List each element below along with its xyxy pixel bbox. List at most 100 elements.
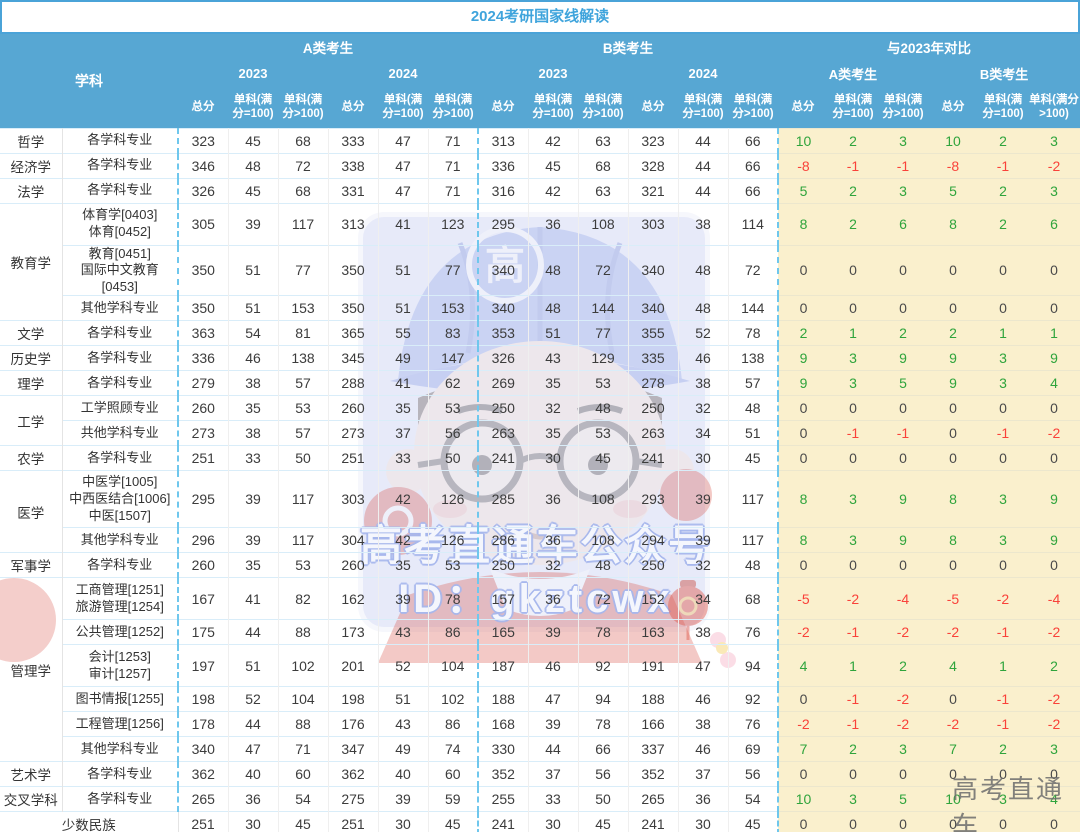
score-cell: 188: [628, 686, 679, 712]
score-cell: 71: [428, 152, 479, 178]
score-cell: 147: [428, 345, 479, 371]
score-cell: 35: [378, 395, 429, 421]
diff-cell: -2: [928, 619, 978, 645]
score-cell: 340: [628, 295, 679, 321]
table-row: 会计[1253] 审计[1257] 197 51 102 201 52 104 187 46 92…: [0, 644, 1080, 687]
national-line-table: 学科 A类考生 B类考生 与2023年对比 2023 2024 2023 202…: [0, 34, 1080, 832]
score-cell: 57: [278, 420, 329, 446]
score-cell: 117: [728, 470, 779, 528]
diff-cell: 9: [1028, 527, 1080, 553]
diff-cell: -2: [1028, 152, 1080, 178]
score-cell: 117: [278, 202, 329, 245]
diff-cell: 2: [778, 320, 828, 346]
score-cell: 241: [628, 445, 679, 471]
score-cell: 45: [728, 445, 779, 471]
header-metric: 总分: [628, 86, 678, 128]
diff-cell: 3: [878, 736, 928, 762]
specialty-cell: 各学科专业: [62, 177, 179, 203]
diff-cell: -2: [828, 577, 878, 620]
score-cell: 53: [278, 395, 329, 421]
score-cell: 72: [728, 244, 779, 296]
table-row: 法学 各学科专业 326 45 68 331 47 71 316 42 63 321 44 66 5 2 3 5 2…: [0, 177, 1080, 203]
table-row: 管理学 工商管理[1251] 旅游管理[1254] 167 41 82 162 39 78 15…: [0, 577, 1080, 762]
score-cell: 263: [478, 420, 529, 446]
page-title: 2024考研国家线解读: [0, 0, 1080, 34]
score-cell: 45: [278, 811, 329, 832]
score-cell: 48: [228, 152, 279, 178]
score-cell: 35: [528, 370, 579, 396]
score-cell: 338: [328, 152, 379, 178]
score-cell: 94: [578, 686, 629, 712]
score-cell: 57: [728, 370, 779, 396]
score-cell: 38: [678, 711, 729, 737]
diff-cell: 0: [828, 761, 878, 787]
diff-cell: 1: [828, 320, 878, 346]
score-cell: 260: [178, 552, 229, 578]
diff-cell: 0: [878, 811, 928, 832]
diff-cell: 0: [1028, 244, 1080, 296]
score-cell: 72: [578, 244, 629, 296]
diff-cell: 2: [878, 320, 928, 346]
score-cell: 48: [528, 295, 579, 321]
diff-cell: 3: [978, 470, 1028, 528]
specialty-cell: 各学科专业: [62, 370, 179, 396]
diff-cell: 9: [878, 345, 928, 371]
score-cell: 323: [178, 127, 229, 153]
table-row: 医学 中医学[1005] 中西医结合[1006] 中医[1507] 295 39 117…: [0, 470, 1080, 553]
score-cell: 37: [678, 761, 729, 787]
score-cell: 168: [478, 711, 529, 737]
diff-cell: 3: [978, 345, 1028, 371]
score-cell: 56: [578, 761, 629, 787]
score-cell: 77: [428, 244, 479, 296]
diff-cell: 7: [778, 736, 828, 762]
diff-cell: 5: [878, 786, 928, 812]
score-cell: 153: [278, 295, 329, 321]
specialty-cell: 体育学[0403] 体育[0452]: [62, 202, 179, 245]
score-cell: 102: [278, 644, 329, 687]
header-b-2023: 2023: [478, 60, 628, 86]
table-row: 文学 各学科专业 363 54 81 365 55 83 353 51 77 355 52 78 2 1 2 2 1…: [0, 320, 1080, 346]
score-cell: 197: [178, 644, 229, 687]
subject-cell: 管理学: [0, 577, 63, 762]
score-cell: 44: [228, 619, 279, 645]
score-cell: 47: [678, 644, 729, 687]
score-cell: 86: [428, 711, 479, 737]
diff-cell: -1: [828, 152, 878, 178]
score-cell: 304: [328, 527, 379, 553]
subject-cell: 教育学: [0, 202, 63, 321]
score-cell: 321: [628, 177, 679, 203]
diff-cell: 1: [978, 644, 1028, 687]
score-cell: 50: [428, 445, 479, 471]
diff-cell: -8: [778, 152, 828, 178]
header-metric: 总分: [928, 86, 978, 128]
diff-cell: 0: [928, 811, 978, 832]
subject-cell: 军事学: [0, 552, 63, 578]
diff-cell: 3: [1028, 127, 1080, 153]
diff-cell: 0: [778, 552, 828, 578]
score-cell: 201: [328, 644, 379, 687]
score-cell: 335: [628, 345, 679, 371]
diff-cell: 4: [778, 644, 828, 687]
table-row: 工学 工学照顾专业 260 35 53 260 35 53 250 32 48 250 32 48 0 0 0 0…: [0, 395, 1080, 446]
score-cell: 331: [328, 177, 379, 203]
score-cell: 198: [178, 686, 229, 712]
score-cell: 78: [428, 577, 479, 620]
score-cell: 52: [228, 686, 279, 712]
score-cell: 66: [728, 152, 779, 178]
diff-cell: 0: [778, 811, 828, 832]
specialty-cell: 工学照顾专业: [62, 395, 179, 421]
diff-cell: 3: [1028, 736, 1080, 762]
score-cell: 187: [478, 644, 529, 687]
diff-cell: -1: [828, 420, 878, 446]
score-cell: 114: [728, 202, 779, 245]
score-cell: 340: [178, 736, 229, 762]
score-cell: 347: [328, 736, 379, 762]
score-cell: 352: [478, 761, 529, 787]
score-cell: 52: [678, 320, 729, 346]
score-cell: 241: [478, 811, 529, 832]
score-cell: 47: [528, 686, 579, 712]
score-cell: 46: [528, 644, 579, 687]
diff-cell: 0: [878, 761, 928, 787]
diff-cell: 3: [828, 345, 878, 371]
diff-cell: -1: [978, 420, 1028, 446]
